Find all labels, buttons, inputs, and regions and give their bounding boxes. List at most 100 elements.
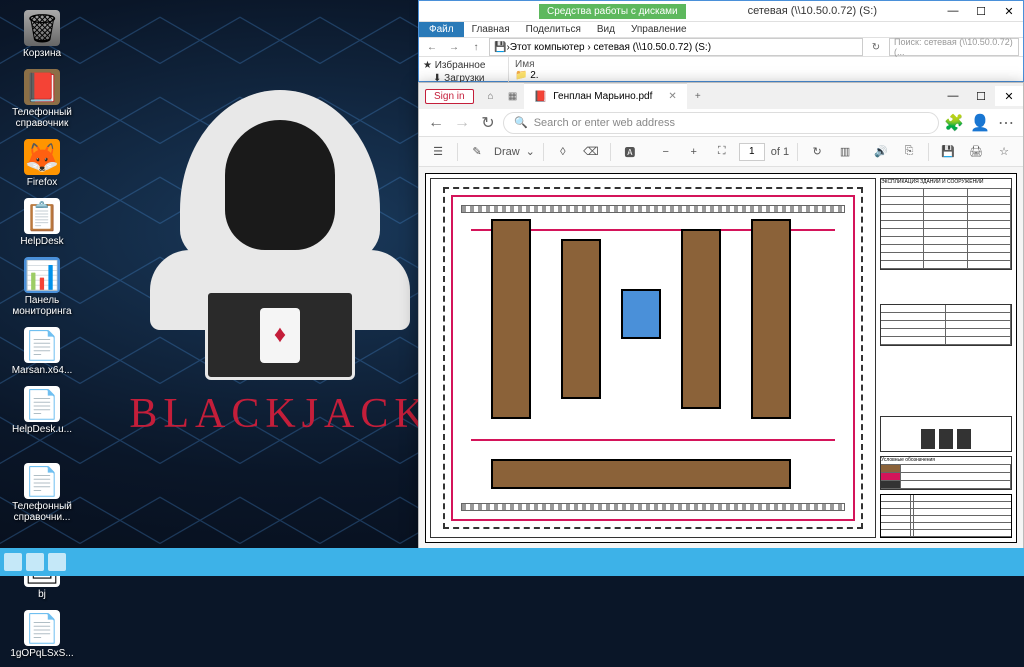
file-icon: 📄: [24, 610, 60, 646]
address-input[interactable]: 💾 › Этот компьютер › сетевая (\\10.50.0.…: [489, 38, 863, 56]
explorer-search-input[interactable]: Поиск: сетевая (\\10.50.0.72) (...: [889, 38, 1019, 56]
browser-address-bar: ← → ↻ 🔍 Search or enter web address 🧩 👤 …: [419, 109, 1023, 137]
desktop-icon-helpdesk[interactable]: 📋 HelpDesk: [10, 198, 74, 247]
maximize-button[interactable]: ☐: [967, 1, 995, 21]
sidebar-favorites[interactable]: ★ Избранное: [423, 59, 504, 72]
legend-table: Условные обозначения: [880, 456, 1012, 490]
drive-icon: 💾: [494, 42, 506, 53]
pdf-page: ЭКСПЛИКАЦИЯ ЗДАНИЙ И СООРУЖЕНИЙ: [425, 173, 1017, 543]
zoom-in-button[interactable]: +: [683, 141, 705, 163]
nav-back-button[interactable]: ←: [423, 38, 441, 56]
text-button[interactable]: 🅰: [619, 141, 641, 163]
browser-close-button[interactable]: ✕: [995, 86, 1023, 106]
ribbon-tab-home[interactable]: Главная: [464, 22, 518, 37]
drawing-stamp: [880, 494, 1012, 538]
extensions-button[interactable]: 🧩: [943, 112, 965, 134]
page-view-button[interactable]: ▥: [834, 141, 856, 163]
file-icon: 📄: [24, 386, 60, 422]
browser-tab-strip: Sign in ⌂ ▦ 📕 Генплан Марьино.pdf ✕ + — …: [419, 83, 1023, 109]
explication-table: ЭКСПЛИКАЦИЯ ЗДАНИЙ И СООРУЖЕНИЙ: [880, 178, 1012, 270]
desktop-icon-recycle-bin[interactable]: 🗑 Корзина: [10, 10, 74, 59]
taskbar-app-2[interactable]: [48, 553, 66, 571]
explorer-titlebar[interactable]: Средства работы с дисками сетевая (\\10.…: [419, 1, 1023, 22]
ribbon-tab-view[interactable]: Вид: [589, 22, 623, 37]
fit-button[interactable]: ⛶: [711, 141, 733, 163]
new-tab-button[interactable]: +: [687, 85, 709, 107]
home-button[interactable]: ⌂: [480, 85, 502, 107]
desktop-icon-monitoring[interactable]: 📊 Панель мониторинга: [10, 257, 74, 317]
desktop-icon-phonebook[interactable]: 📕 Телефонный справочник: [10, 69, 74, 129]
book-icon: 📕: [24, 69, 60, 105]
drawing-title-block: ЭКСПЛИКАЦИЯ ЗДАНИЙ И СООРУЖЕНИЙ: [880, 178, 1012, 538]
desktop-icon-firefox[interactable]: 🦊 Firefox: [10, 139, 74, 188]
section-detail: [880, 416, 1012, 452]
url-input[interactable]: 🔍 Search or enter web address: [503, 112, 939, 134]
rotate-button[interactable]: ↻: [806, 141, 828, 163]
signin-button[interactable]: Sign in: [425, 89, 474, 104]
building-1: [491, 219, 531, 419]
building-3: [681, 229, 721, 409]
start-button[interactable]: [4, 553, 22, 571]
save-button[interactable]: 💾: [937, 141, 959, 163]
explorer-tools-tab[interactable]: Средства работы с дисками: [539, 4, 686, 19]
file-item[interactable]: 📁 2.: [515, 70, 1017, 81]
zoom-out-button[interactable]: −: [655, 141, 677, 163]
explorer-window: Средства работы с дисками сетевая (\\10.…: [418, 0, 1024, 82]
pdf-icon: 📕: [534, 90, 548, 103]
building-4: [751, 219, 791, 419]
site-plan: [430, 178, 876, 538]
firefox-icon: 🦊: [24, 139, 60, 175]
taskbar-app-1[interactable]: [26, 553, 44, 571]
explorer-ribbon: Файл Главная Поделиться Вид Управление: [419, 22, 1023, 38]
account-button[interactable]: 👤: [969, 112, 991, 134]
erase-button[interactable]: ⌫: [580, 141, 602, 163]
read-aloud-button[interactable]: 🔊: [870, 141, 892, 163]
page-input[interactable]: [739, 143, 765, 161]
menu-button[interactable]: ⋯: [995, 112, 1017, 134]
building-2: [561, 239, 601, 399]
chevron-down-icon[interactable]: ⌄: [526, 145, 535, 158]
refresh-button[interactable]: ↻: [477, 112, 499, 134]
new-tab-icon[interactable]: ▦: [502, 85, 524, 107]
building-bottom: [491, 459, 791, 489]
pdf-toolbar: ☰ ✎ Draw ⌄ ◊ ⌫ 🅰 − + ⛶ of 1 ↻ ▥ 🔊 ⎘ 💾 🖨 …: [419, 137, 1023, 167]
wallpaper-text: BLACKJACK: [129, 390, 430, 438]
column-header-name[interactable]: Имя: [515, 59, 1017, 70]
ribbon-tab-share[interactable]: Поделиться: [518, 22, 589, 37]
browser-minimize-button[interactable]: —: [939, 86, 967, 106]
nav-forward-button[interactable]: →: [445, 38, 463, 56]
highlight-button[interactable]: ◊: [552, 141, 574, 163]
taskbar[interactable]: [0, 548, 1024, 576]
bookmark-button[interactable]: ☆: [993, 141, 1015, 163]
building-center: [621, 289, 661, 339]
refresh-button[interactable]: ↻: [867, 38, 885, 56]
explorer-title: сетевая (\\10.50.0.72) (S:): [686, 5, 939, 17]
search-icon: 🔍: [514, 116, 528, 129]
desktop-icon-phonebook-file[interactable]: 📄 Телефонный справочни...: [10, 463, 74, 523]
desktop-icon-marsan[interactable]: 📄 Marsan.x64...: [10, 327, 74, 376]
print-button[interactable]: 🖨: [965, 141, 987, 163]
sidebar-toggle-button[interactable]: ☰: [427, 141, 449, 163]
wallpaper-figure: ♦ BLACKJACK: [130, 90, 430, 450]
pdf-viewport[interactable]: ЭКСПЛИКАЦИЯ ЗДАНИЙ И СООРУЖЕНИЙ: [419, 167, 1023, 549]
draw-button[interactable]: ✎: [466, 141, 488, 163]
share-button[interactable]: ⎘: [898, 141, 920, 163]
close-button[interactable]: ✕: [995, 1, 1023, 21]
file-icon: 📄: [24, 463, 60, 499]
browser-tab-active[interactable]: 📕 Генплан Марьино.pdf ✕: [524, 83, 687, 109]
file-icon: 📄: [24, 327, 60, 363]
ribbon-file-tab[interactable]: Файл: [419, 22, 464, 37]
helpdesk-icon: 📋: [24, 198, 60, 234]
nav-forward-button[interactable]: →: [451, 112, 473, 134]
browser-maximize-button[interactable]: ☐: [967, 86, 995, 106]
ribbon-tab-manage[interactable]: Управление: [623, 22, 695, 37]
recycle-bin-icon: 🗑: [24, 10, 60, 46]
minimize-button[interactable]: —: [939, 1, 967, 21]
tab-close-icon[interactable]: ✕: [668, 91, 676, 102]
nav-back-button[interactable]: ←: [425, 112, 447, 134]
desktop-icon-random-file[interactable]: 📄 1gOPqLSxS...: [10, 610, 74, 659]
explorer-address-bar: ← → ↑ 💾 › Этот компьютер › сетевая (\\10…: [419, 38, 1023, 57]
nav-up-button[interactable]: ↑: [467, 38, 485, 56]
desktop-icon-helpdesk-file[interactable]: 📄 HelpDesk.u...: [10, 386, 74, 435]
browser-window: Sign in ⌂ ▦ 📕 Генплан Марьино.pdf ✕ + — …: [418, 82, 1024, 550]
